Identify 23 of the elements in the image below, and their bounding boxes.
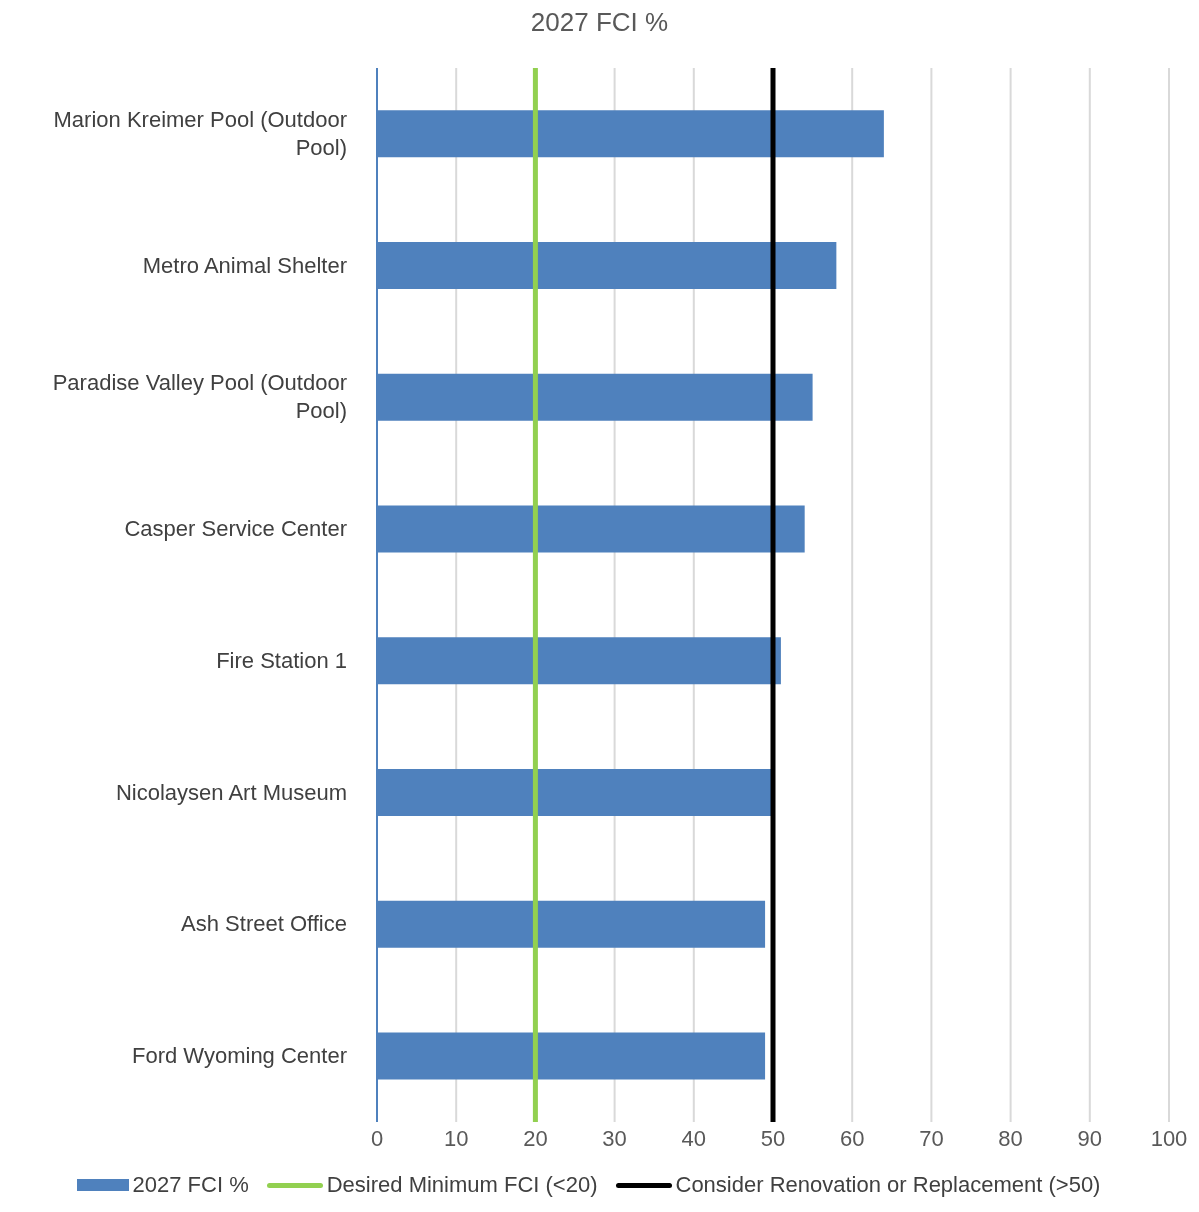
x-tick-label: 90 [1077, 1125, 1103, 1151]
x-tick-label: 30 [602, 1125, 627, 1151]
x-tick-label: 50 [760, 1125, 786, 1151]
x-tick-label: 20 [523, 1125, 548, 1151]
y-tick-label: Metro Animal Shelter [142, 252, 347, 278]
legend-label: Desired Minimum FCI (<20) [325, 1172, 598, 1198]
legend-label: 2027 FCI % [131, 1172, 249, 1198]
y-tick-label: Casper Service Center [124, 516, 347, 542]
x-tick-label: 80 [998, 1125, 1023, 1151]
x-tick-label: 100 [1150, 1125, 1188, 1151]
x-tick-label: 70 [919, 1125, 944, 1151]
x-tick-label: 60 [839, 1125, 865, 1151]
y-tick-label: Paradise Valley Pool (Outdoor Pool) [52, 370, 347, 424]
legend-label: Consider Renovation or Replacement (>50) [674, 1172, 1101, 1198]
y-tick-label: Ford Wyoming Center [132, 1043, 347, 1069]
y-tick-label: Ash Street Office [181, 911, 347, 937]
x-tick-label: 0 [370, 1125, 384, 1151]
y-tick-label: Fire Station 1 [216, 647, 347, 673]
chart-title: 2027 FCI % [529, 7, 670, 39]
y-tick-label: Nicolaysen Art Museum [115, 779, 347, 805]
y-tick-label: Marion Kreimer Pool (Outdoor Pool) [53, 106, 347, 160]
x-tick-label: 40 [681, 1125, 707, 1151]
x-tick-label: 10 [443, 1125, 469, 1151]
